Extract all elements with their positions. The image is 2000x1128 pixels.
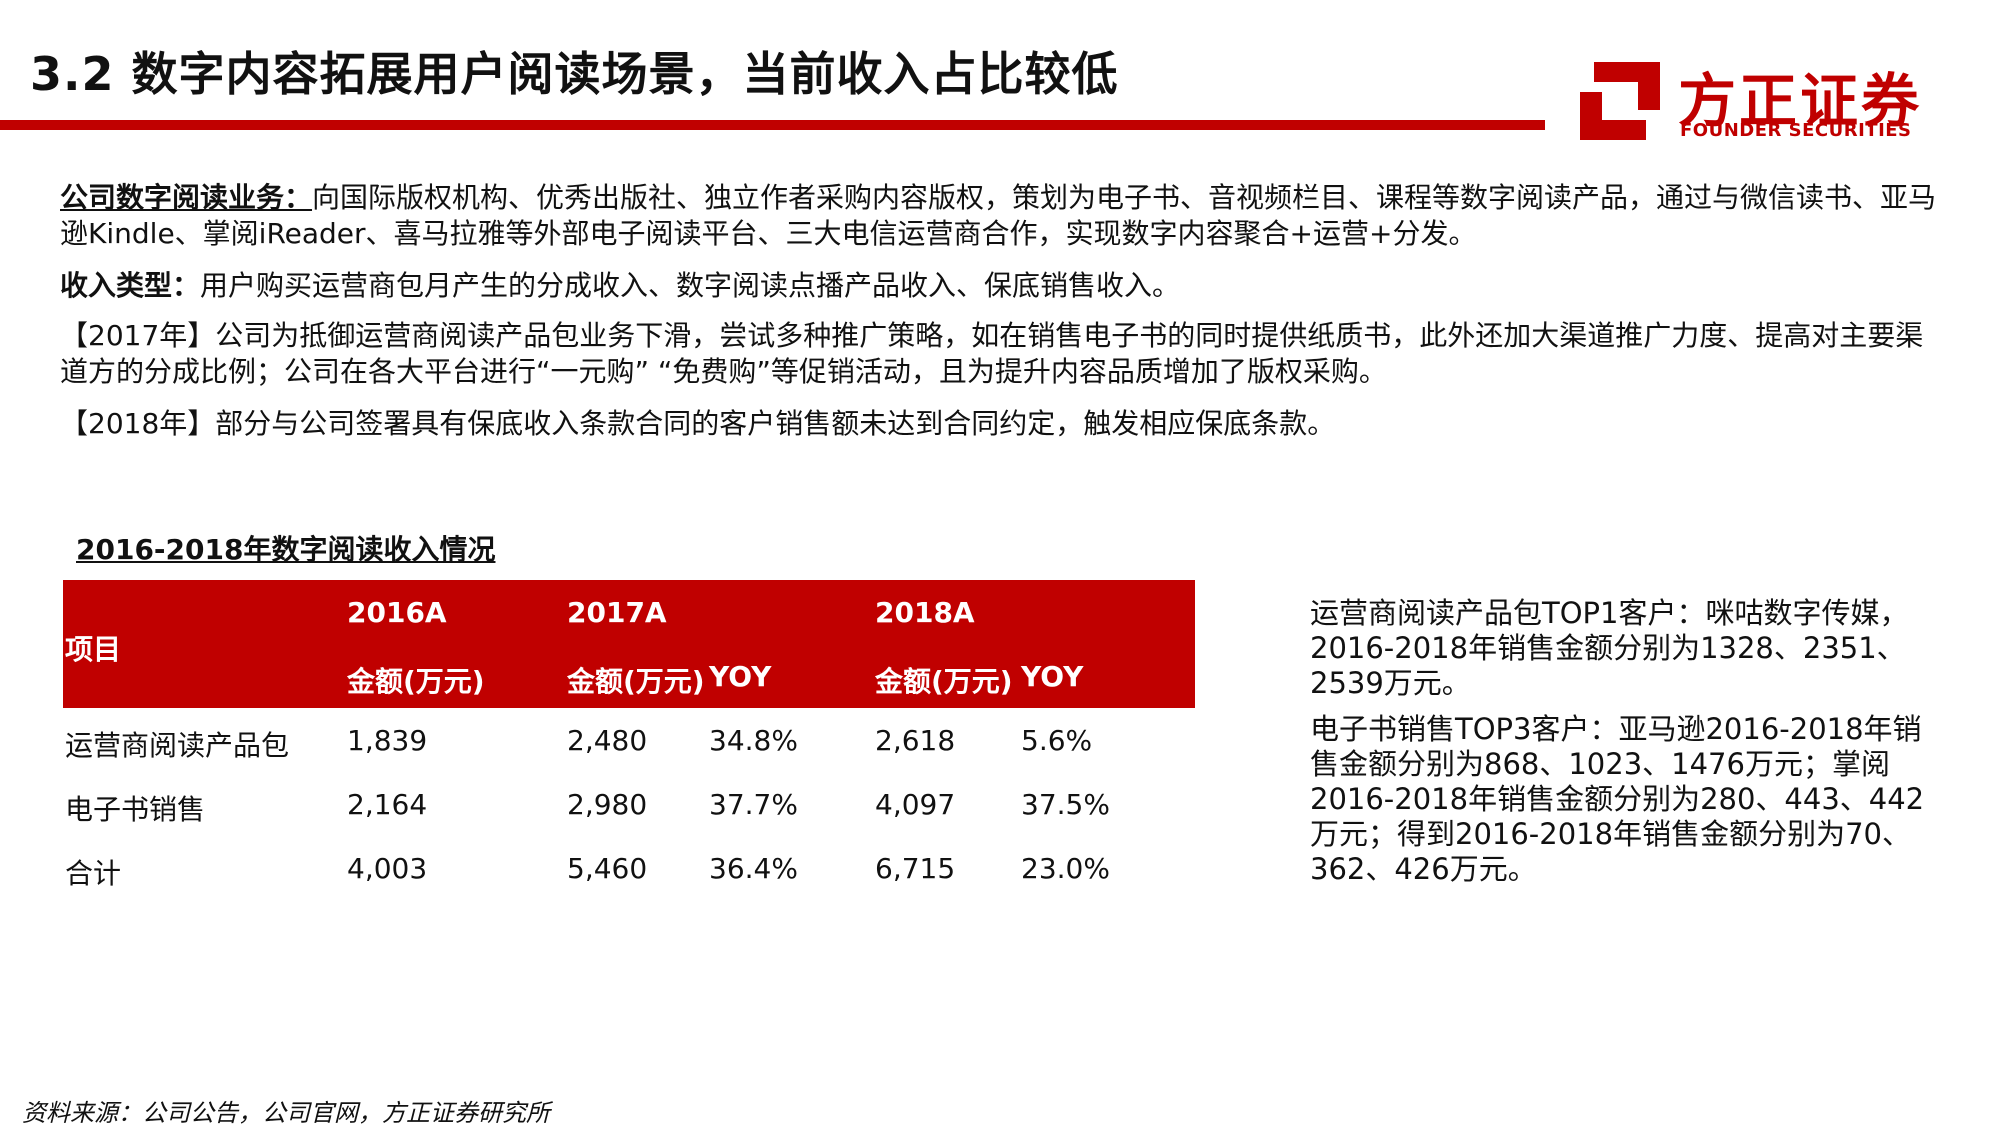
header-amount-2017: 金额(万元) bbox=[567, 665, 705, 698]
cell-yoy-2018: 37.5% bbox=[1021, 788, 1110, 821]
side-note-top3-clients: 电子书销售TOP3客户：亚马逊2016-2018年销售金额分别为868、1023… bbox=[1310, 712, 1925, 886]
header-item: 项目 bbox=[65, 633, 122, 666]
header-2017: 2017A bbox=[567, 596, 667, 629]
page-title: 3.2 数字内容拓展用户阅读场景，当前收入占比较低 bbox=[30, 47, 1119, 101]
source-note: 资料来源：公司公告，公司官网，方正证券研究所 bbox=[22, 1099, 550, 1127]
business-label: 公司数字阅读业务： bbox=[60, 181, 313, 214]
paragraph-business: 公司数字阅读业务：向国际版权机构、优秀出版社、独立作者采购内容版权，策划为电子书… bbox=[60, 180, 1940, 252]
paragraph-revenue-type: 收入类型：用户购买运营商包月产生的分成收入、数字阅读点播产品收入、保底销售收入。 bbox=[60, 268, 1940, 304]
cell-amount-2016: 4,003 bbox=[347, 852, 428, 885]
company-logo: 方正证券 FOUNDER SECURITIES bbox=[1580, 50, 1919, 145]
paragraph-2018: 【2018年】部分与公司签署具有保底收入条款合同的客户销售额未达到合同约定，触发… bbox=[60, 407, 1336, 440]
cell-yoy-2017: 36.4% bbox=[709, 852, 798, 885]
cell-yoy-2018: 5.6% bbox=[1021, 724, 1093, 757]
cell-yoy-2017: 37.7% bbox=[709, 788, 798, 821]
table-row: 电子书销售 2,164 2,980 37.7% 4,097 37.5% bbox=[63, 788, 1195, 838]
side-note-top1-client: 运营商阅读产品包TOP1客户：咪咕数字传媒，2016-2018年销售金额分别为1… bbox=[1310, 596, 1909, 700]
cell-item: 运营商阅读产品包 bbox=[65, 729, 290, 762]
title-divider bbox=[0, 120, 1545, 130]
header-amount-2018: 金额(万元) bbox=[875, 665, 1013, 698]
cell-amount-2017: 2,980 bbox=[567, 788, 648, 821]
cell-amount-2017: 5,460 bbox=[567, 852, 648, 885]
cell-yoy-2017: 34.8% bbox=[709, 724, 798, 757]
cell-amount-2018: 4,097 bbox=[875, 788, 956, 821]
cell-amount-2016: 1,839 bbox=[347, 724, 428, 757]
cell-amount-2016: 2,164 bbox=[347, 788, 428, 821]
paragraph-2017: 【2017年】公司为抵御运营商阅读产品包业务下滑，尝试多种推广策略，如在销售电子… bbox=[60, 319, 1924, 388]
cell-item: 合计 bbox=[65, 857, 122, 890]
cell-amount-2017: 2,480 bbox=[567, 724, 648, 757]
cell-amount-2018: 2,618 bbox=[875, 724, 956, 757]
business-text: 向国际版权机构、优秀出版社、独立作者采购内容版权，策划为电子书、音视频栏目、课程… bbox=[60, 181, 1937, 250]
logo-name-en: FOUNDER SECURITIES bbox=[1680, 120, 1912, 141]
revenue-type-label: 收入类型： bbox=[60, 269, 201, 302]
table-header: 项目 2016A 2017A 2018A 金额(万元) 金额(万元) YOY 金… bbox=[63, 580, 1195, 708]
header-yoy-2018: YOY bbox=[1021, 660, 1084, 693]
cell-item: 电子书销售 bbox=[65, 793, 206, 826]
cell-yoy-2018: 23.0% bbox=[1021, 852, 1110, 885]
founder-logo-mark-icon bbox=[1580, 62, 1660, 140]
revenue-type-text: 用户购买运营商包月产生的分成收入、数字阅读点播产品收入、保底销售收入。 bbox=[200, 269, 1181, 302]
table-title: 2016-2018年数字阅读收入情况 bbox=[76, 533, 496, 566]
header-2018: 2018A bbox=[875, 596, 975, 629]
header-yoy-2017: YOY bbox=[709, 660, 772, 693]
cell-amount-2018: 6,715 bbox=[875, 852, 956, 885]
table-row: 合计 4,003 5,460 36.4% 6,715 23.0% bbox=[63, 852, 1195, 902]
table-row: 运营商阅读产品包 1,839 2,480 34.8% 2,618 5.6% bbox=[63, 724, 1195, 774]
logo-name-cn: 方正证券 bbox=[1678, 67, 1923, 135]
header-2016: 2016A bbox=[347, 596, 447, 629]
header-amount-2016: 金额(万元) bbox=[347, 665, 485, 698]
